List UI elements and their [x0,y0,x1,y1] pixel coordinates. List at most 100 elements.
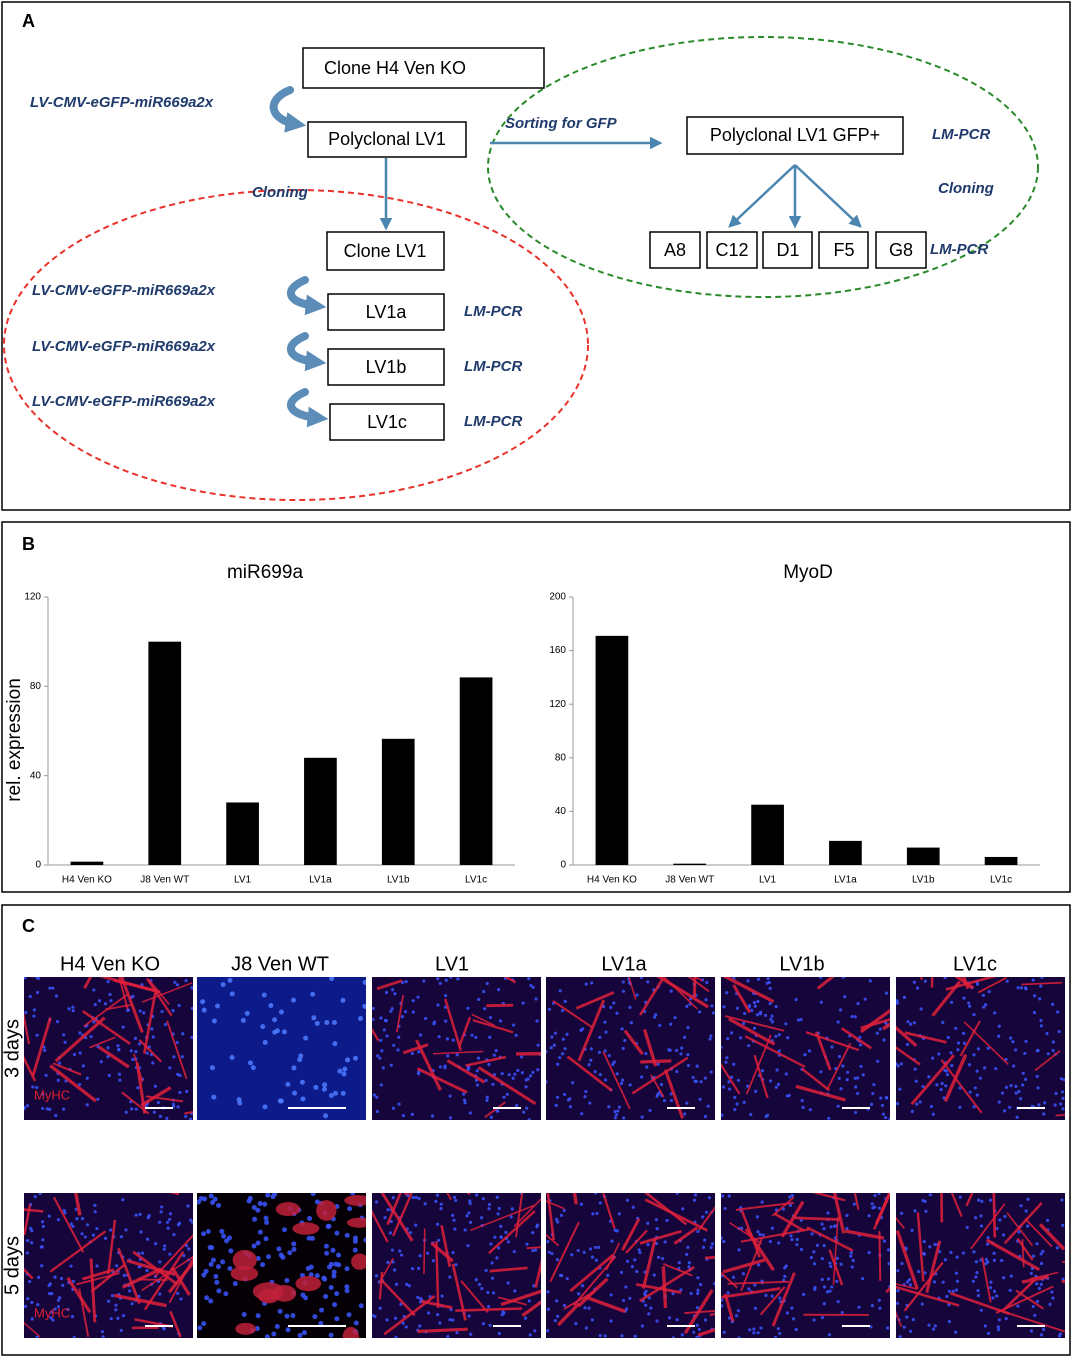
nucleus [448,1116,453,1120]
nucleus [138,1009,142,1013]
nucleus [1039,1282,1043,1286]
nucleus [656,1255,661,1259]
nucleus [527,977,531,981]
nucleus [394,1335,398,1338]
nucleus [743,1011,747,1016]
nucleus [947,1320,951,1324]
nucleus [497,1206,501,1211]
fiber [920,977,923,981]
nucleus [1017,1089,1021,1094]
nucleus [1055,1246,1059,1250]
nucleus [703,1114,708,1119]
annotation: LM-PCR [930,241,988,258]
nucleus [271,1331,277,1337]
micrograph [546,977,715,1120]
nucleus [444,978,448,982]
nucleus [106,1299,111,1303]
nucleus [774,1005,778,1009]
nucleus [263,1236,269,1242]
nucleus [536,1068,540,1072]
nucleus [669,989,673,993]
nucleus [1032,1010,1037,1015]
nucleus [932,1280,937,1284]
nucleus [444,1019,448,1023]
nucleus [126,1008,130,1012]
nucleus [411,1010,415,1014]
fiber [446,1059,486,1084]
nucleus [41,1106,45,1111]
nucleus [958,1195,962,1199]
image-bg [546,977,715,1120]
nucleus [1039,1333,1044,1337]
nucleus [526,1077,530,1081]
nucleus [124,1110,128,1114]
fiber [416,1067,468,1094]
nucleus [535,1225,539,1229]
nucleus [728,1087,732,1091]
nucleus [736,1078,741,1082]
fiber [90,1263,126,1293]
nucleus [314,1020,320,1026]
nucleus [546,1240,550,1244]
nucleus [584,1090,588,1094]
nucleus [414,1223,418,1227]
nucleus [272,1017,278,1023]
nucleus [393,992,397,996]
nucleus [733,1095,737,1100]
nucleus [778,1331,782,1336]
nucleus [884,991,889,995]
fiber [650,1074,665,1098]
nucleus [871,1206,875,1210]
nucleus [922,1240,926,1244]
nucleus [1016,1304,1020,1308]
x-tick-label: LV1b [387,875,410,886]
nucleus [172,1055,176,1059]
fiber [904,1031,947,1044]
nucleus [704,998,708,1002]
nucleus [71,1009,75,1013]
nucleus [1005,979,1009,983]
fiber [372,1209,389,1243]
nucleus [830,1285,834,1289]
y-tick-label: 160 [549,645,566,656]
nucleus [203,1268,209,1274]
nucleus [454,1263,458,1267]
nucleus [570,1253,574,1257]
nucleus [466,1244,470,1248]
nucleus [768,1239,772,1244]
fiber [910,1054,955,1106]
nucleus [871,1091,875,1096]
nucleus [488,1323,492,1327]
nucleus [896,1064,900,1068]
nucleus [774,1085,778,1089]
fiber [49,1064,97,1103]
nucleus [95,1264,99,1268]
x-tick-label: LV1a [309,875,332,886]
nucleus [919,1007,923,1011]
fiber [722,1258,766,1274]
nucleus [389,1063,393,1067]
nucleus [1026,1224,1030,1228]
nucleus [645,1065,649,1069]
nucleus [640,1115,644,1119]
fiber [435,1240,440,1308]
fiber [896,1046,921,1066]
nucleus [403,1010,408,1014]
nucleus [255,1207,261,1213]
nucleus [45,1107,49,1111]
nucleus [841,977,845,979]
nucleus [796,1018,801,1022]
fiber [642,1029,658,1067]
nucleus [884,1116,888,1120]
bar [906,847,940,865]
nucleus [416,995,420,999]
nucleus [525,1242,529,1246]
nucleus [1023,1051,1027,1056]
nucleus [251,1204,257,1210]
nucleus [223,1291,229,1297]
nucleus [324,1020,330,1026]
nucleus [927,1075,931,1079]
nucleus [201,1321,207,1327]
nucleus [427,1311,431,1315]
nucleus [997,1024,1001,1028]
